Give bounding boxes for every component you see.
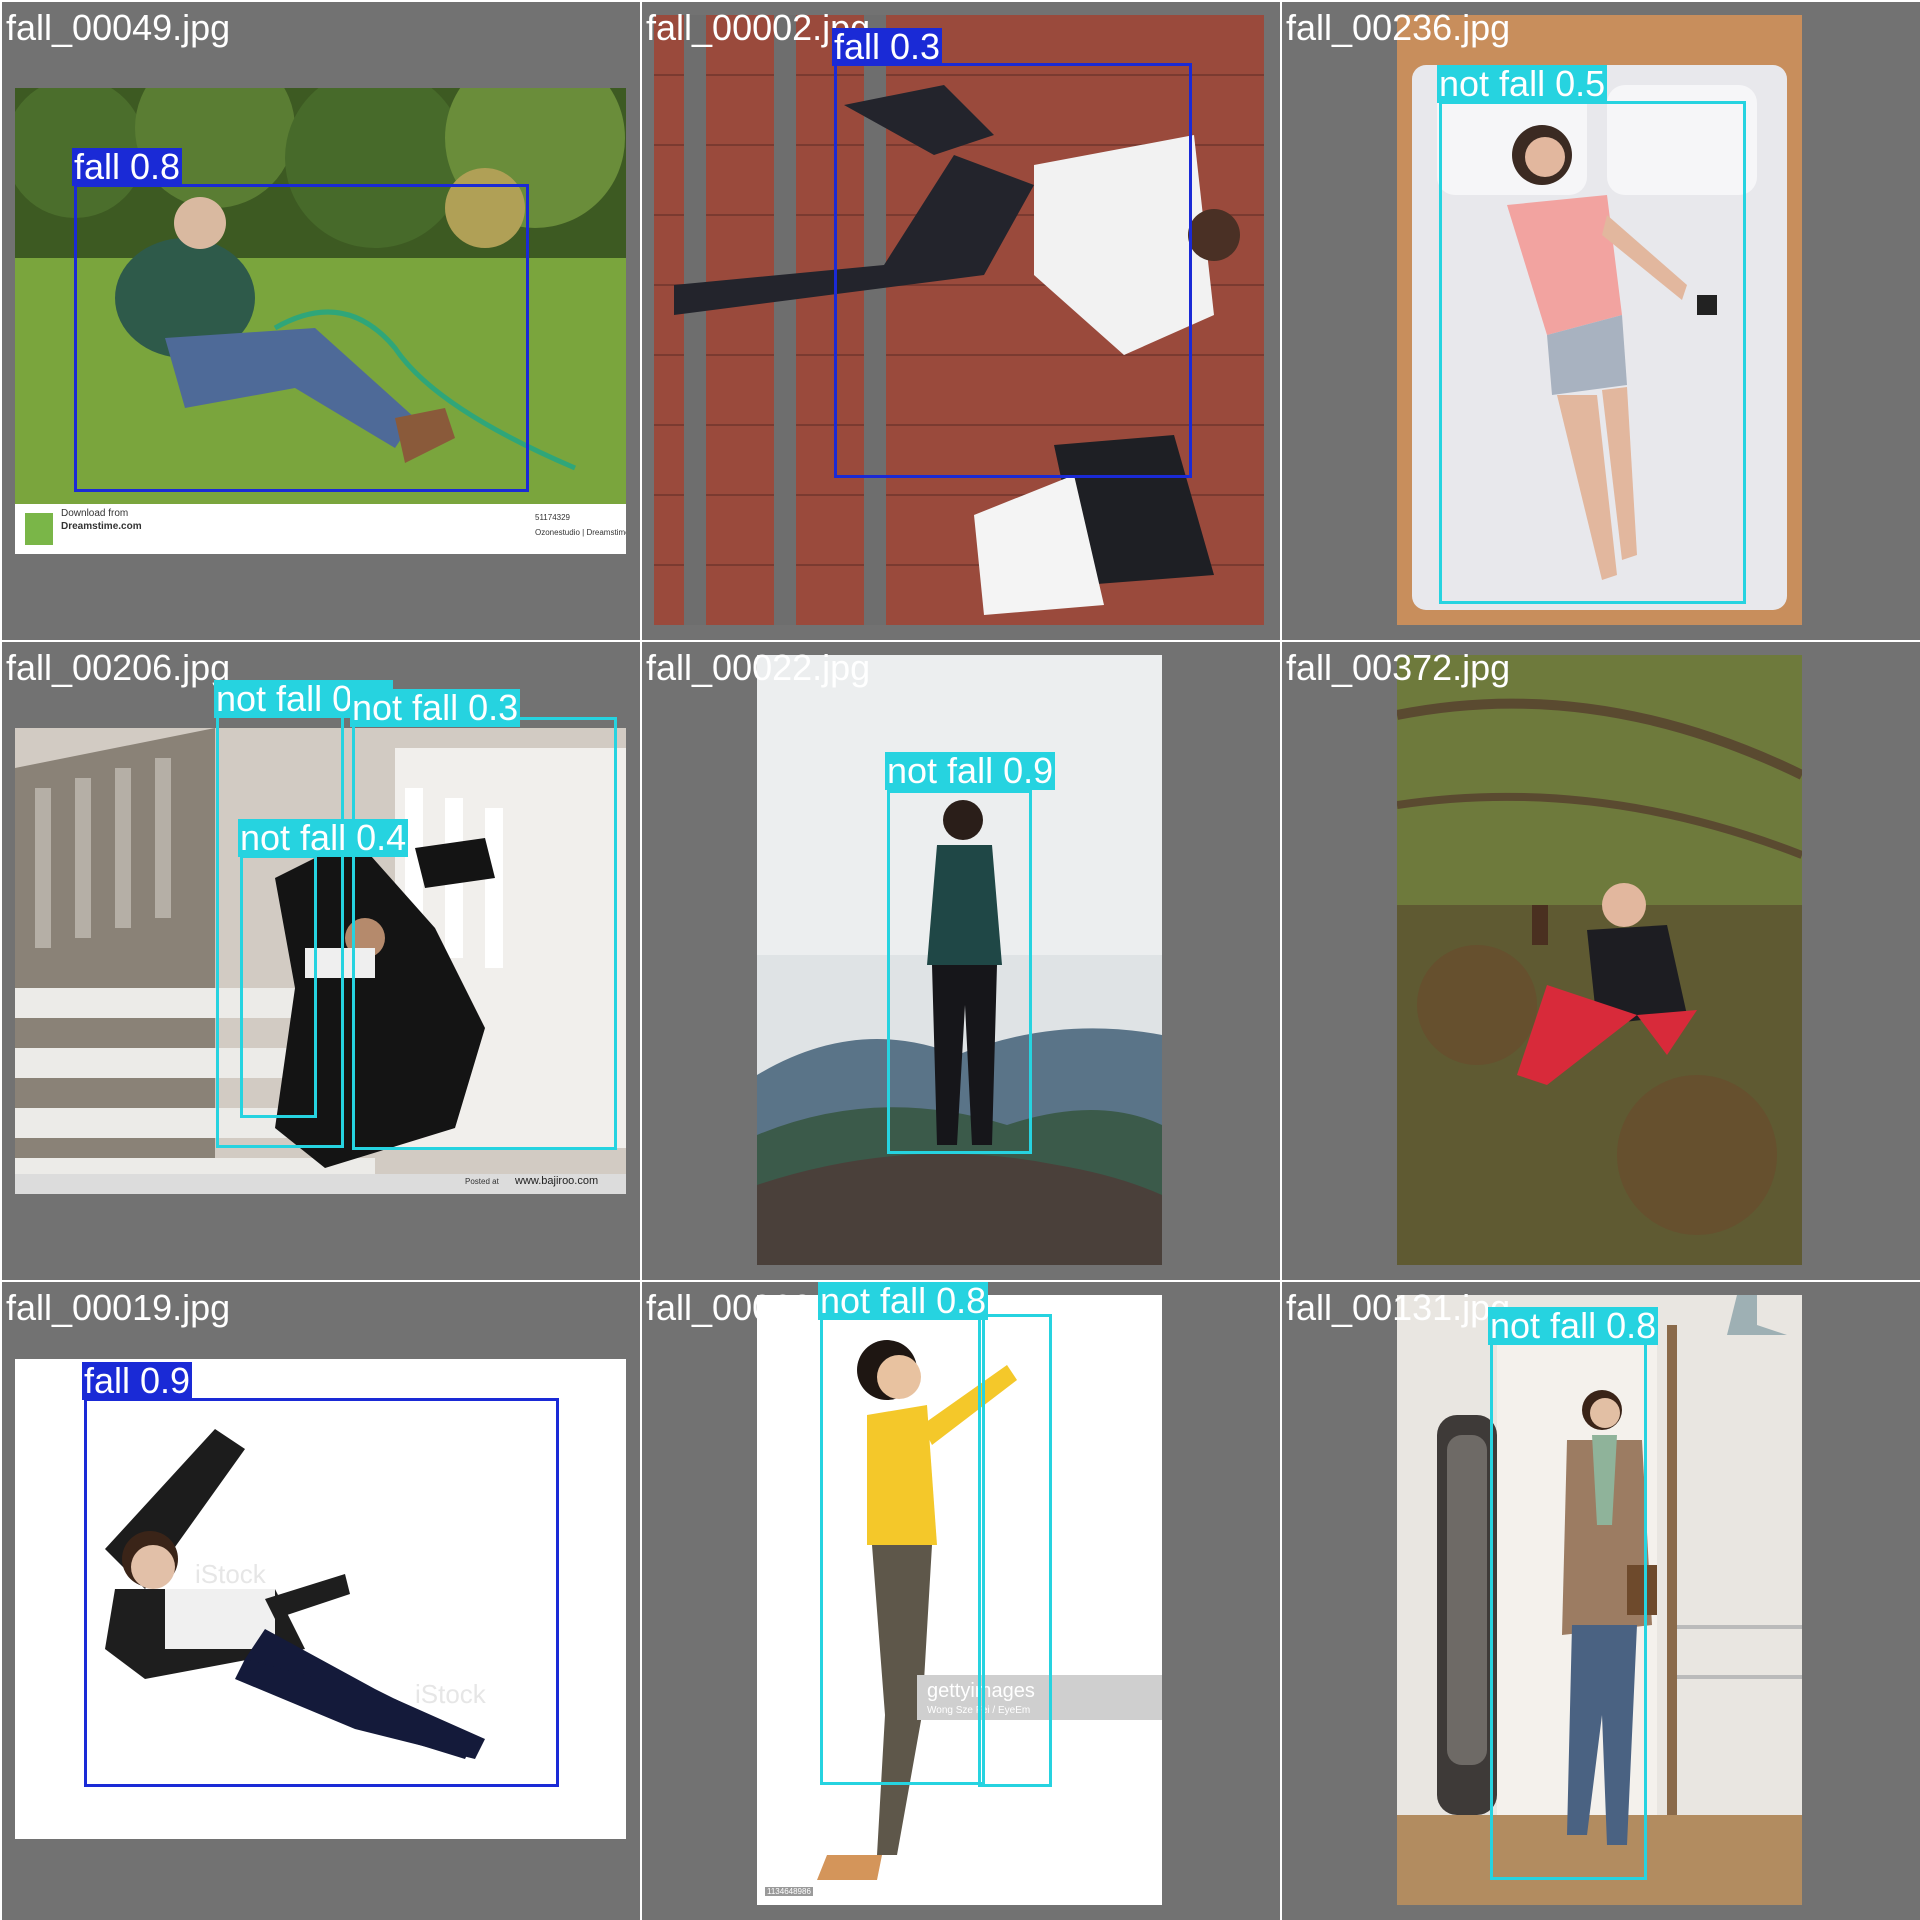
- bbox-fall: [84, 1398, 559, 1787]
- photo: [1397, 655, 1802, 1265]
- detection-label: fall 0.8: [72, 146, 183, 187]
- tile-fall-00206: fall_00206.jpg www.bajiroo.com Posted at…: [2, 642, 640, 1280]
- photo-scene: [15, 1359, 626, 1839]
- detection-label: fall 0.3: [832, 26, 943, 67]
- watermark-credit: Ozonestudio | Dreamstime.com: [535, 528, 626, 537]
- bbox-not-fall: [352, 717, 617, 1150]
- detection-label: not fall 0.8: [1488, 1305, 1659, 1346]
- photo-scene: [654, 15, 1264, 625]
- filename-label: fall_00022.jpg: [646, 647, 871, 688]
- photo-scene: [15, 728, 626, 1194]
- tile-fall-00002: fall_00002.jpg fall 0.3: [642, 2, 1280, 640]
- bbox-not-fall: [820, 1312, 985, 1785]
- filename-label: fall_00049.jpg: [6, 7, 231, 48]
- detection-label: not fall 0.3: [350, 687, 521, 728]
- watermark-line2: Dreamstime.com: [61, 521, 142, 532]
- photo: gettyimages Wong Sze Fei / EyeEm 1134648…: [757, 1295, 1162, 1905]
- watermark-id: 1134648986: [765, 1887, 813, 1896]
- bbox-fall: [74, 184, 529, 492]
- watermark-brand: iStock: [195, 1559, 266, 1589]
- tile-fall-00131: fall_00131.jpg not fall 0.8: [1282, 1282, 1920, 1920]
- bbox-not-fall: [240, 855, 317, 1118]
- photo: [1397, 15, 1802, 625]
- watermark-line1: Download from: [61, 508, 129, 519]
- filename-label: fall_00019.jpg: [6, 1287, 231, 1328]
- watermark-id: 51174329: [535, 513, 570, 522]
- photo-scene: [1397, 1295, 1802, 1905]
- tile-fall-00019: fall_00019.jpg iStock iStock fall 0.9: [2, 1282, 640, 1920]
- detection-label: not fall 0.4: [238, 817, 409, 858]
- photo-scene: [1397, 15, 1802, 625]
- bbox-not-fall: [1490, 1342, 1647, 1880]
- bbox-not-fall: [1439, 101, 1746, 604]
- photo: [757, 655, 1162, 1265]
- watermark-credit: www.bajiroo.com: [515, 1175, 599, 1187]
- detection-label: fall 0.9: [82, 1360, 193, 1401]
- detection-label: not fall 0.9: [885, 750, 1056, 791]
- photo: iStock iStock: [15, 1359, 626, 1839]
- filename-label: fall_00372.jpg: [1286, 647, 1511, 688]
- tile-fall-00049: fall_00049.jpg Download from Dreamstime.…: [2, 2, 640, 640]
- tile-fall-00022: fall_00022.jpg not fall 0.9: [642, 642, 1280, 1280]
- bbox-not-fall: [887, 790, 1032, 1154]
- tile-fall-00236: fall_00236.jpg not fall 0.5: [1282, 2, 1920, 640]
- bbox-not-fall: [978, 1314, 1052, 1787]
- photo: www.bajiroo.com Posted at: [15, 728, 626, 1194]
- tile-fall-00062: gettyimages Wong Sze Fei / EyeEm 1134648…: [642, 1282, 1280, 1920]
- bbox-fall: [834, 63, 1192, 478]
- photo: [1397, 1295, 1802, 1905]
- filename-label: fall_00236.jpg: [1286, 7, 1511, 48]
- filename-label: fall_00131.jpg: [1286, 1287, 1511, 1328]
- tile-fall-00372: fall_00372.jpg: [1282, 642, 1920, 1280]
- photo-scene: [15, 88, 626, 554]
- photo-scene: [757, 655, 1162, 1265]
- filename-label: fall_00206.jpg: [6, 647, 231, 688]
- watermark-posted: Posted at: [465, 1177, 499, 1186]
- photo: [654, 15, 1264, 625]
- photo-scene: [1397, 655, 1802, 1265]
- detection-label: not fall 0.5: [1437, 63, 1608, 104]
- watermark-brand: iStock: [415, 1679, 486, 1709]
- detection-label: not fall 0.8: [818, 1282, 989, 1321]
- photo-scene: [757, 1295, 1162, 1905]
- photo: Download from Dreamstime.com 51174329 Oz…: [15, 88, 626, 554]
